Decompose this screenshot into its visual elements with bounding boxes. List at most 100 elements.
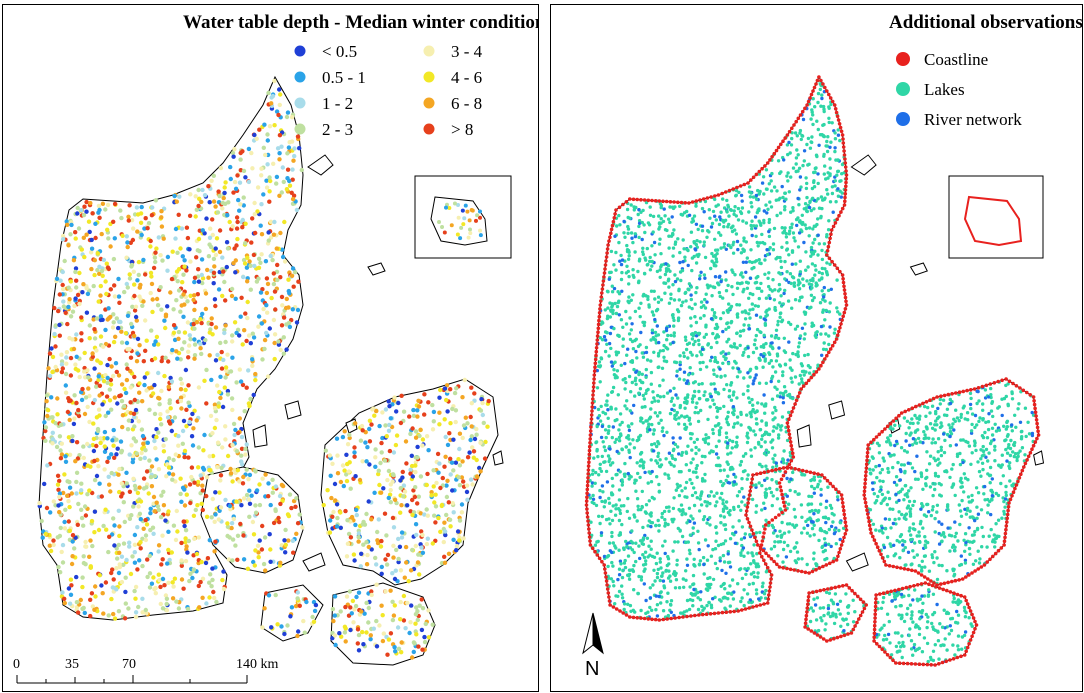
depth-point [215,352,220,358]
depth-point [211,281,216,286]
observation-point [717,439,721,443]
depth-point [334,524,340,529]
observation-point [735,375,740,379]
observation-point [947,423,951,427]
observation-point [782,385,787,389]
depth-point [81,212,87,218]
depth-point [223,323,228,328]
observation-point [969,396,973,401]
depth-point [125,240,130,245]
depth-point [448,387,453,392]
observation-point [722,595,727,599]
depth-point [75,205,80,211]
depth-point [429,490,434,495]
observation-point [694,405,698,410]
observation-point [671,456,675,460]
depth-point [367,462,372,467]
observation-point [912,555,916,559]
observation-point [645,263,649,267]
depth-point [453,408,459,413]
depth-point [119,340,125,345]
depth-point [134,451,139,456]
depth-point [240,217,245,223]
observation-point [827,591,832,595]
depth-point [257,538,262,543]
observation-point [824,622,828,626]
depth-point [364,630,369,635]
observation-point [613,418,617,423]
observation-point [731,251,736,255]
depth-point [232,432,237,438]
observation-point [684,480,689,485]
depth-point [465,455,471,460]
depth-point [229,293,235,299]
observation-point [644,559,648,563]
depth-point [201,467,207,472]
depth-point [198,579,203,585]
depth-point [468,414,473,420]
observation-point [607,541,612,545]
depth-point [122,404,127,409]
depth-point [156,572,161,577]
observation-point [703,472,707,477]
observation-point [803,353,807,358]
observation-point [750,205,754,209]
depth-point [396,646,402,651]
depth-point [67,398,72,404]
depth-point [111,516,116,521]
depth-point [182,503,188,508]
depth-point [327,530,333,535]
depth-point [445,409,450,414]
depth-point [160,606,166,611]
depth-point [98,436,103,441]
depth-point [109,470,114,476]
observation-point [724,270,728,274]
depth-point [166,529,171,534]
depth-point [200,276,206,281]
depth-point [339,634,344,639]
observation-point [947,632,951,636]
observation-point [732,590,736,594]
observation-point [806,523,810,528]
depth-point [121,562,126,567]
depth-point [136,504,141,509]
observation-point [822,134,826,139]
observation-point [663,521,668,525]
depth-point [184,492,189,497]
observation-point [681,300,685,304]
observation-point [597,473,601,477]
depth-point [182,330,188,335]
observation-point [744,280,749,284]
depth-point [89,237,94,243]
depth-point [127,489,133,494]
depth-point [361,542,366,547]
depth-point [281,335,286,340]
depth-point [332,613,337,618]
observation-point [764,487,768,491]
depth-point [59,422,64,427]
depth-point [382,511,388,516]
depth-point [228,466,233,472]
depth-point [88,613,93,619]
depth-point [267,532,272,537]
depth-point [73,362,78,367]
depth-point [480,412,485,418]
depth-point [220,404,226,410]
depth-point [261,192,266,197]
depth-point [415,455,420,460]
depth-point [263,152,268,158]
observation-point [956,644,960,648]
depth-point [161,236,166,241]
depth-point [90,543,95,549]
observation-point [726,452,730,456]
depth-point [196,445,201,450]
observation-point [649,289,654,293]
depth-point [98,283,104,289]
observation-point [653,253,657,257]
depth-point [107,387,113,392]
observation-point [763,440,767,444]
observation-point [618,423,622,427]
depth-point [119,329,124,334]
depth-point [250,519,256,525]
observation-point [740,310,745,314]
